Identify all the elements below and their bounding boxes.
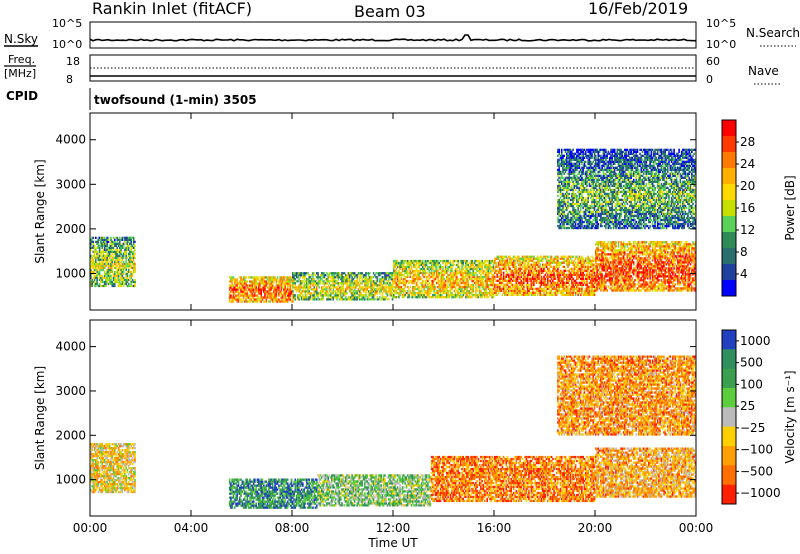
velocity-colorbar-segment xyxy=(722,330,736,350)
velocity-band-1 xyxy=(228,478,318,509)
power-colorbar-label: 8 xyxy=(740,245,748,259)
power-cells xyxy=(90,148,697,303)
nave-tick-bottom: 0 xyxy=(706,73,713,86)
velocity-xtick-label: 16:00 xyxy=(477,521,512,535)
velocity-colorbar-segment xyxy=(722,349,736,369)
power-colorbar-segment xyxy=(722,184,736,201)
power-band-3 xyxy=(393,259,495,299)
power-colorbar-label: 24 xyxy=(740,157,755,171)
velocity-xlabel: Time UT xyxy=(367,536,418,550)
velocity-ylabel: Slant Range [km] xyxy=(33,366,47,470)
power-colorbar-segment xyxy=(722,168,736,185)
power-colorbar-label: 4 xyxy=(740,267,748,281)
freq-label: Freq. xyxy=(8,53,35,66)
power-band-0 xyxy=(90,236,136,288)
nsky-tick-bottom: 10^0 xyxy=(52,38,82,51)
velocity-colorbar-label: −25 xyxy=(740,421,765,435)
nsky-tick-top: 10^5 xyxy=(52,17,82,30)
velocity-band-4 xyxy=(595,447,697,498)
power-colorbar-label: 12 xyxy=(740,223,755,237)
power-ytick-label: 4000 xyxy=(55,133,86,147)
power-colorbar-segment xyxy=(722,280,736,297)
station-title: Rankin Inlet (fitACF) xyxy=(92,0,252,18)
power-ytick-label: 2000 xyxy=(55,222,86,236)
velocity-band-5 xyxy=(557,355,697,436)
power-band-4 xyxy=(494,255,596,296)
velocity-colorbar-label: −100 xyxy=(740,443,773,457)
velocity-colorbar-label: −500 xyxy=(740,464,773,478)
power-colorbar-segment xyxy=(722,264,736,281)
power-ytick-label: 3000 xyxy=(55,177,86,191)
nsearch-tick-top: 10^5 xyxy=(706,17,736,30)
nave-tick-top: 60 xyxy=(706,55,720,68)
velocity-colorbar-segment xyxy=(722,388,736,408)
nsearch-label: N.Search xyxy=(746,26,800,40)
velocity-ytick-label: 2000 xyxy=(55,428,86,442)
nave-label: Nave xyxy=(748,64,779,78)
freq-unit: [MHz] xyxy=(4,67,36,80)
nsky-label: N.Sky xyxy=(4,32,38,46)
power-ylabel: Slant Range [km] xyxy=(33,159,47,263)
power-band-6 xyxy=(557,148,697,230)
velocity-ytick-label: 1000 xyxy=(55,473,86,487)
velocity-xtick-label: 00:00 xyxy=(679,521,714,535)
velocity-colorbar-segment xyxy=(722,484,736,505)
nsky-trace xyxy=(89,34,696,42)
velocity-xtick-label: 12:00 xyxy=(376,521,411,535)
velocity-colorbar-segment xyxy=(722,426,736,447)
velocity-colorbar-segment xyxy=(722,446,736,466)
power-panel: 1000 2000 3000 4000 Slant Range [km] 28 24 20 16… xyxy=(33,112,797,311)
power-band-1 xyxy=(228,276,294,303)
velocity-colorbar-segment xyxy=(722,465,736,485)
power-ytick-label: 1000 xyxy=(55,266,86,280)
power-colorbar-segment xyxy=(722,136,736,153)
power-colorbar-label: 28 xyxy=(740,135,755,149)
power-colorbar-segment xyxy=(722,248,736,265)
power-colorbar-segment xyxy=(722,216,736,233)
velocity-xtick-label: 00:00 xyxy=(73,521,108,535)
velocity-ytick-label: 4000 xyxy=(55,340,86,354)
velocity-colorbar-label: 25 xyxy=(740,399,755,413)
beam-title: Beam 03 xyxy=(354,2,426,21)
velocity-colorbar-label: 100 xyxy=(740,377,763,391)
power-colorbar-title: Power [dB] xyxy=(783,175,797,240)
velocity-colorbar-segment xyxy=(722,407,736,427)
velocity-cells xyxy=(90,355,697,509)
velocity-band-2 xyxy=(317,474,432,507)
velocity-band-3 xyxy=(430,455,596,503)
power-colorbar-label: 16 xyxy=(740,201,755,215)
freq-tick-bottom: 8 xyxy=(66,73,73,86)
cpid-text: twofsound (1-min) 3505 xyxy=(94,93,257,107)
velocity-ytick-label: 3000 xyxy=(55,384,86,398)
velocity-colorbar-label: 1000 xyxy=(740,334,771,348)
power-band-2 xyxy=(292,272,394,301)
date-title: 16/Feb/2019 xyxy=(588,0,688,18)
power-colorbar-label: 20 xyxy=(740,179,755,193)
velocity-xtick-label: 20:00 xyxy=(578,521,613,535)
nsky-axes xyxy=(89,21,697,49)
velocity-colorbar-segment xyxy=(722,368,736,389)
cpid-label: CPID xyxy=(6,89,38,103)
power-colorbar-segment xyxy=(722,232,736,249)
velocity-colorbar-label: 500 xyxy=(740,356,763,370)
power-band-5 xyxy=(595,241,697,292)
velocity-xtick-label: 08:00 xyxy=(275,521,310,535)
power-colorbar-segment xyxy=(722,120,736,137)
velocity-panel: 1000 2000 3000 4000 00:00 04:00 08:00 12:00 16:0… xyxy=(33,319,797,550)
freq-tick-top: 18 xyxy=(66,55,80,68)
velocity-colorbar-label: −1000 xyxy=(740,486,781,500)
velocity-band-0 xyxy=(90,443,136,494)
velocity-xtick-label: 04:00 xyxy=(174,521,209,535)
velocity-colorbar xyxy=(721,329,737,505)
power-colorbar-segment xyxy=(722,152,736,169)
nsearch-tick-bottom: 10^0 xyxy=(706,38,736,51)
power-colorbar-segment xyxy=(722,200,736,217)
velocity-colorbar-title: Velocity [m s⁻¹] xyxy=(783,370,797,463)
